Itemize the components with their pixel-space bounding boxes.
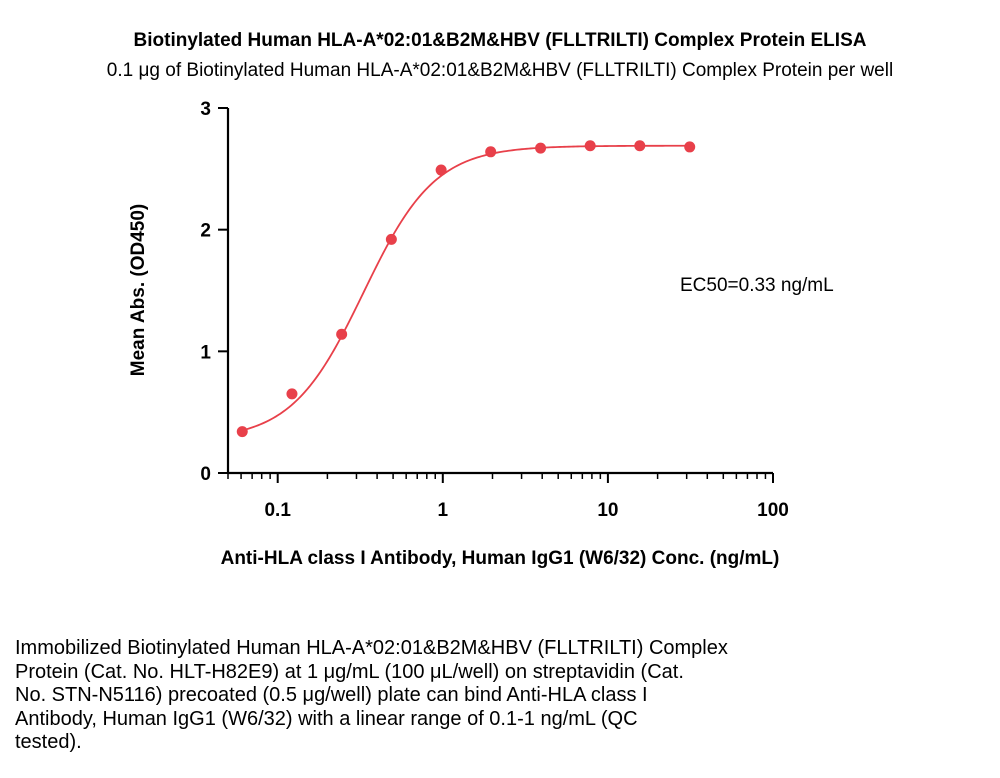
figure-caption: Immobilized Biotinylated Human HLA-A*02:… <box>15 637 895 755</box>
data-point <box>236 426 248 438</box>
x-axis-label: Anti-HLA class I Antibody, Human IgG1 (W… <box>221 548 780 569</box>
y-axis-label: Mean Abs. (OD450) <box>128 204 149 376</box>
x-tick-label: 0.1 <box>264 500 291 521</box>
data-point <box>336 328 348 340</box>
data-point <box>584 140 596 152</box>
chart-title: Biotinylated Human HLA-A*02:01&B2M&HBV (… <box>133 30 867 51</box>
x-tick-label: 10 <box>597 500 618 521</box>
y-tick-label: 0 <box>200 464 211 485</box>
y-tick-label: 1 <box>200 342 211 363</box>
caption-line: Protein (Cat. No. HLT-H82E9) at 1 μg/mL … <box>15 660 684 683</box>
data-point <box>286 388 298 400</box>
x-tick-label: 1 <box>438 500 449 521</box>
fit-curve-layer <box>242 144 690 432</box>
fit-curve <box>242 144 690 432</box>
ec50-annotation: EC50=0.33 ng/mL <box>680 275 834 296</box>
y-tick-label: 2 <box>200 221 211 242</box>
elisa-chart: 0 1 2 3 0.1 1 10 100 Mean Abs. (OD450) Anti-HLA… <box>128 99 834 569</box>
x-tick-label: 100 <box>757 500 789 521</box>
y-tick-label: 3 <box>200 99 211 120</box>
caption-line: tested). <box>15 731 82 753</box>
data-point <box>435 164 447 176</box>
data-point <box>684 141 696 153</box>
data-point <box>535 142 547 154</box>
caption-line: Immobilized Biotinylated Human HLA-A*02:… <box>15 637 728 659</box>
data-point <box>634 140 646 152</box>
data-point <box>385 233 397 245</box>
data-points <box>236 140 696 438</box>
chart-subtitle: 0.1 μg of Biotinylated Human HLA-A*02:01… <box>106 60 894 81</box>
data-point <box>485 146 497 158</box>
caption-line: No. STN-N5116) precoated (0.5 μg/well) p… <box>15 684 648 706</box>
caption-line: Antibody, Human IgG1 (W6/32) with a line… <box>15 707 638 730</box>
axes: 0 1 2 3 0.1 1 10 100 <box>200 99 788 521</box>
